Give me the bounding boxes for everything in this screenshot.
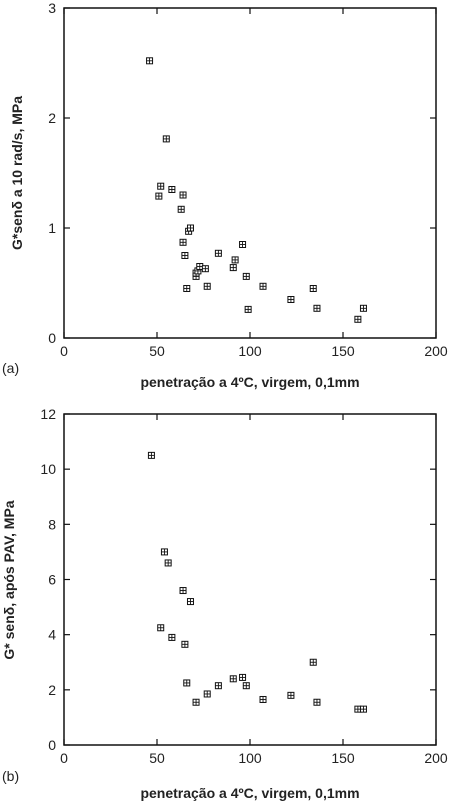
x-axis-title-a: penetração a 4ºC, virgem, 0,1mm xyxy=(140,374,359,390)
x-tick-label-a: 0 xyxy=(60,343,68,359)
x-tick-label-a: 150 xyxy=(331,343,355,359)
data-point-a xyxy=(259,282,267,290)
plot-frame-a xyxy=(63,7,437,339)
data-point-b xyxy=(313,698,321,706)
data-point-a xyxy=(359,304,367,312)
data-point-a xyxy=(354,315,362,323)
data-point-b xyxy=(164,559,172,567)
data-point-a xyxy=(201,265,209,273)
data-point-a xyxy=(155,192,163,200)
data-point-b xyxy=(203,690,211,698)
plot-frame-b xyxy=(63,413,437,746)
data-point-a xyxy=(229,264,237,272)
data-point-b xyxy=(157,624,165,632)
data-point-a xyxy=(181,252,189,259)
y-tick-label-a: 0 xyxy=(48,330,56,346)
panel-label-a: (a) xyxy=(2,360,19,376)
y-tick-label-a: 1 xyxy=(48,220,56,236)
data-point-b xyxy=(214,682,222,690)
data-point-a xyxy=(214,249,222,257)
data-point-a xyxy=(203,282,211,290)
y-axis-title-b: G* senδ, após PAV, MPa xyxy=(1,500,17,659)
data-point-a xyxy=(242,272,250,280)
data-point-a xyxy=(239,241,247,248)
points-b xyxy=(147,451,367,713)
data-point-a xyxy=(183,285,191,292)
data-point-b xyxy=(309,658,317,666)
x-tick-label-b: 100 xyxy=(238,750,262,766)
data-point-a xyxy=(179,191,187,199)
y-tick-label-b: 10 xyxy=(40,461,56,477)
ticks-a: 0 50 100 150 200 0 1 2 3 xyxy=(48,0,448,359)
data-point-b xyxy=(179,587,187,595)
y-axis-title-a: G*senδ a 10 rad/s, MPa xyxy=(9,96,25,250)
y-tick-label-b: 12 xyxy=(40,406,56,422)
data-point-b xyxy=(168,633,176,641)
data-point-a xyxy=(231,256,239,264)
data-point-b xyxy=(147,451,155,459)
x-tick-label-a: 100 xyxy=(238,343,262,359)
data-point-a xyxy=(146,57,154,65)
points-a xyxy=(146,57,367,323)
data-point-a xyxy=(162,135,170,143)
ticks-b: 0 50 100 150 200 0 2 4 6 8 10 12 xyxy=(40,406,447,766)
x-tick-label-b: 150 xyxy=(331,750,355,766)
data-point-a xyxy=(157,182,165,190)
y-tick-label-b: 4 xyxy=(48,627,56,643)
data-point-a xyxy=(168,186,176,193)
data-point-a xyxy=(287,296,295,303)
data-point-b xyxy=(239,673,247,681)
panel-label-b: (b) xyxy=(2,768,19,784)
data-point-b xyxy=(183,679,191,687)
x-tick-label-b: 50 xyxy=(149,750,165,766)
data-point-a xyxy=(177,205,185,213)
y-tick-label-b: 2 xyxy=(48,682,56,698)
y-tick-label-a: 3 xyxy=(48,0,56,16)
x-tick-label-a: 50 xyxy=(149,343,165,359)
x-tick-label-b: 0 xyxy=(60,750,68,766)
data-point-b xyxy=(160,548,168,556)
data-point-b xyxy=(229,675,237,683)
data-point-b xyxy=(192,698,200,706)
data-point-b xyxy=(181,640,189,648)
data-point-a xyxy=(313,304,321,312)
data-point-b xyxy=(287,691,295,699)
chart-panel-b: 0 50 100 150 200 0 2 4 6 8 10 12 penetração a 4ºC, … xyxy=(1,406,448,801)
y-tick-label-b: 8 xyxy=(48,516,56,532)
data-point-b xyxy=(186,598,194,606)
y-tick-label-b: 0 xyxy=(48,737,56,753)
data-point-a xyxy=(244,305,252,313)
data-point-a xyxy=(179,238,187,246)
y-tick-label-b: 6 xyxy=(48,572,56,588)
y-tick-label-a: 2 xyxy=(48,110,56,126)
x-axis-title-b: penetração a 4ºC, virgem, 0,1mm xyxy=(140,785,359,801)
data-point-b xyxy=(359,705,367,713)
data-point-a xyxy=(186,224,194,232)
data-point-a xyxy=(309,285,317,292)
x-tick-label-b: 200 xyxy=(424,750,448,766)
chart-panel-a: 0 50 100 150 200 0 1 2 3 penetração a 4ºC, virge… xyxy=(2,0,448,390)
x-tick-label-a: 200 xyxy=(424,343,448,359)
data-point-b xyxy=(259,695,267,703)
data-point-b xyxy=(242,682,250,690)
